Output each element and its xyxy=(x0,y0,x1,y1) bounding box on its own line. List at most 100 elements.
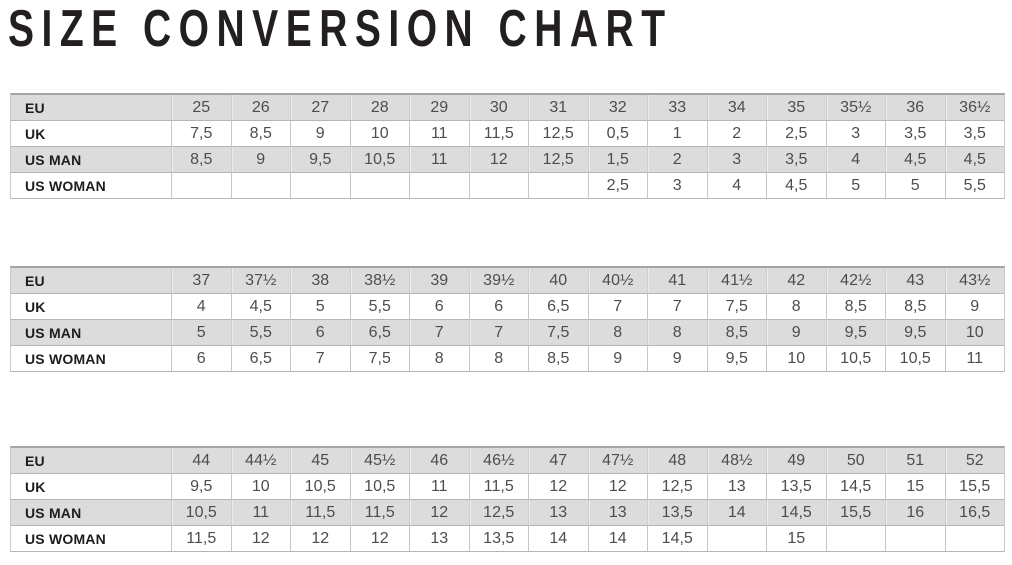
table-row-eu: EU 25 26 27 28 29 30 31 32 33 34 35 35½ 36 36½ xyxy=(11,95,1004,120)
size-cell: 4,5 xyxy=(885,146,945,172)
size-cell: 1 xyxy=(647,120,707,146)
size-cell: 50 xyxy=(825,448,886,473)
size-cell: 6 xyxy=(171,345,231,371)
size-cell: 9 xyxy=(290,120,350,146)
size-cell: 6,5 xyxy=(528,293,588,319)
size-cell: 8 xyxy=(468,345,528,371)
size-cell: 36½ xyxy=(944,95,1005,120)
size-cell: 5,5 xyxy=(349,293,409,319)
size-cell: 11,5 xyxy=(468,120,528,146)
size-cell: 14 xyxy=(587,525,647,551)
size-cell: 10 xyxy=(230,473,290,499)
size-cell: 3 xyxy=(647,172,707,198)
size-cell: 28 xyxy=(349,95,410,120)
size-cell: 51 xyxy=(885,448,945,473)
size-cell: 9,5 xyxy=(885,319,945,345)
size-cell: 35½ xyxy=(825,95,886,120)
size-cell xyxy=(290,172,350,198)
size-cell: 12 xyxy=(528,473,588,499)
size-cell: 6 xyxy=(409,293,469,319)
size-cell: 4 xyxy=(706,172,766,198)
size-cell: 15 xyxy=(766,525,826,551)
size-cell: 44 xyxy=(171,448,231,473)
size-cell: 2 xyxy=(647,146,707,172)
size-cell: 7 xyxy=(409,319,469,345)
table-row-us-man: US MAN 5 5,5 6 6,5 7 7 7,5 8 8 8,5 9 9,5 9,5 10 xyxy=(11,319,1004,345)
row-label: EU xyxy=(25,99,45,116)
size-cell: 10,5 xyxy=(171,499,231,525)
size-cell: 7 xyxy=(647,293,707,319)
size-cell: 10 xyxy=(944,319,1004,345)
size-cell: 12 xyxy=(349,525,409,551)
size-cell: 4 xyxy=(825,146,885,172)
size-cell: 44½ xyxy=(230,448,291,473)
size-cell: 13 xyxy=(587,499,647,525)
table-row-us-man: US MAN 8,5 9 9,5 10,5 11 12 12,5 1,5 2 3 3,5 4 4,5 4,5 xyxy=(11,146,1004,172)
table-row-us-woman: US WOMAN 11,5 12 12 12 13 13,5 14 14 14,5 15 xyxy=(11,525,1004,551)
table-row-us-woman: US WOMAN 2,5 3 4 4,5 5 5 5,5 xyxy=(11,172,1004,198)
size-cell: 11 xyxy=(409,473,469,499)
size-cell: 16,5 xyxy=(944,499,1004,525)
row-label: EU xyxy=(25,452,45,469)
size-cell: 40½ xyxy=(587,268,648,293)
row-label: US WOMAN xyxy=(11,345,171,371)
size-cell: 52 xyxy=(944,448,1005,473)
size-cell: 11,5 xyxy=(290,499,350,525)
size-cell: 9,5 xyxy=(171,473,231,499)
size-cell: 27 xyxy=(290,95,350,120)
size-cell: 11 xyxy=(230,499,290,525)
size-cell: 36 xyxy=(885,95,945,120)
size-cell: 12 xyxy=(290,525,350,551)
size-cell: 37 xyxy=(171,268,231,293)
size-cell: 35 xyxy=(766,95,826,120)
size-cell: 6,5 xyxy=(230,345,290,371)
page-title: SIZE CONVERSION CHART xyxy=(8,0,673,58)
size-cell xyxy=(706,525,766,551)
cropped-heading-text: SIZE CONVERSION CHART xyxy=(8,0,761,5)
size-cell: 11,5 xyxy=(349,499,409,525)
size-cell xyxy=(885,525,945,551)
row-label: UK xyxy=(11,120,171,146)
table-row-uk: UK 9,5 10 10,5 10,5 11 11,5 12 12 12,5 13 13,5 14,5 1… xyxy=(11,473,1004,499)
table-row-eu: EU 44 44½ 45 45½ 46 46½ 47 47½ 48 48½ 49 50 51 52 xyxy=(11,448,1004,473)
size-cell: 13 xyxy=(409,525,469,551)
row-label: US MAN xyxy=(11,499,171,525)
size-cell: 2,5 xyxy=(587,172,647,198)
size-cell: 7,5 xyxy=(171,120,231,146)
size-cell: 10,5 xyxy=(349,146,409,172)
size-cell xyxy=(528,172,588,198)
size-cell: 12 xyxy=(587,473,647,499)
size-cell: 3,5 xyxy=(766,146,826,172)
size-cell: 3,5 xyxy=(944,120,1004,146)
size-cell: 38½ xyxy=(349,268,410,293)
size-cell: 8 xyxy=(766,293,826,319)
size-cell: 3 xyxy=(825,120,885,146)
size-cell: 13,5 xyxy=(766,473,826,499)
size-cell: 7 xyxy=(290,345,350,371)
size-cell: 43½ xyxy=(944,268,1005,293)
size-cell: 4,5 xyxy=(230,293,290,319)
size-cell: 9 xyxy=(647,345,707,371)
size-cell: 7,5 xyxy=(706,293,766,319)
size-cell: 38 xyxy=(290,268,350,293)
size-cell: 2,5 xyxy=(766,120,826,146)
size-cell: 12,5 xyxy=(528,120,588,146)
size-cell: 12 xyxy=(409,499,469,525)
size-cell: 12 xyxy=(230,525,290,551)
size-cell: 12 xyxy=(468,146,528,172)
size-cell xyxy=(468,172,528,198)
row-label: US WOMAN xyxy=(11,172,171,198)
size-cell: 9 xyxy=(766,319,826,345)
size-cell: 4,5 xyxy=(944,146,1004,172)
size-cell: 14,5 xyxy=(825,473,885,499)
size-cell xyxy=(825,525,885,551)
size-cell: 8,5 xyxy=(171,146,231,172)
size-cell: 13 xyxy=(706,473,766,499)
size-cell: 7,5 xyxy=(528,319,588,345)
size-cell: 46 xyxy=(409,448,469,473)
size-cell: 9,5 xyxy=(825,319,885,345)
size-cell: 41½ xyxy=(706,268,767,293)
size-cell: 9,5 xyxy=(290,146,350,172)
size-cell: 5,5 xyxy=(944,172,1004,198)
row-label: EU xyxy=(25,272,45,289)
